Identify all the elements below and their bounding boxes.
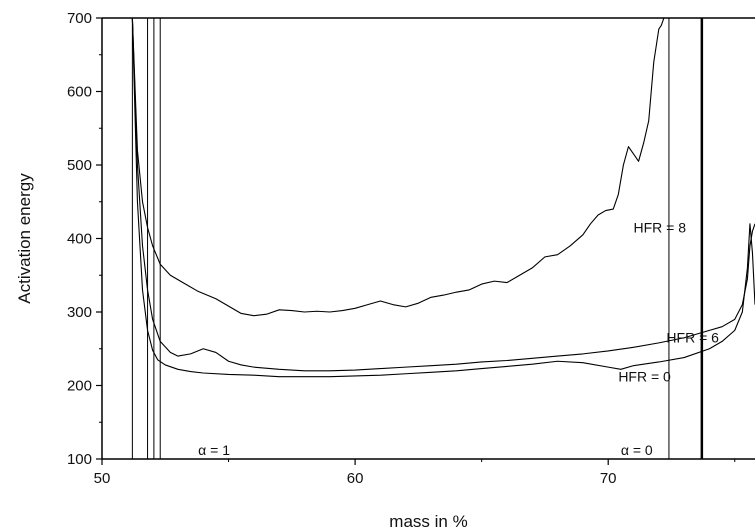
annotation-1: HFR = 6 — [666, 330, 719, 346]
x-tick-label-50: 50 — [94, 470, 111, 487]
series-line-hfr-8 — [131, 18, 665, 317]
series-line-hfr-6 — [131, 18, 755, 372]
y-axis-label: Activation energy — [15, 173, 34, 304]
y-tick-label-500: 500 — [67, 157, 92, 174]
y-tick-label-200: 200 — [67, 378, 92, 395]
annotation-2: HFR = 0 — [618, 369, 671, 385]
annotation-4: α = 0 — [621, 442, 653, 458]
y-tick-label-600: 600 — [67, 84, 92, 101]
y-tick-label-300: 300 — [67, 304, 92, 321]
x-tick-label-70: 70 — [600, 470, 617, 487]
annotation-3: α = 1 — [198, 442, 230, 458]
y-tick-label-700: 700 — [67, 10, 92, 27]
chart-marks: HFR = 8 HFR = 6 HFR = 0 α = 1 α = 0 — [131, 18, 755, 459]
x-tick-label-60: 60 — [347, 470, 364, 487]
y-tick-label-400: 400 — [67, 231, 92, 248]
x-axis-label: mass in % — [389, 512, 467, 531]
chart-axes: 100 200 300 400 500 600 700 50 60 70 — [67, 10, 755, 487]
series-line-hfr-0 — [131, 18, 755, 378]
annotation-0: HFR = 8 — [634, 219, 687, 235]
y-tick-label-100: 100 — [67, 451, 92, 468]
